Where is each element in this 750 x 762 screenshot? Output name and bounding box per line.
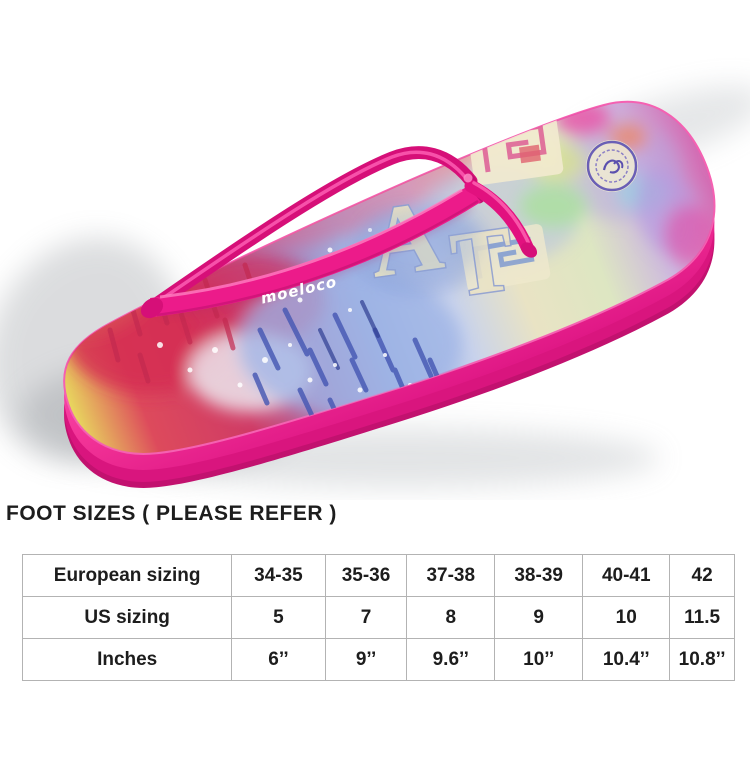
size-cell: 9 xyxy=(494,596,584,639)
print-key-tile xyxy=(466,110,564,186)
size-cell: 40-41 xyxy=(582,554,671,597)
table-row: US sizing 5 7 8 9 10 11.5 xyxy=(21,596,735,639)
size-cell: 42 xyxy=(669,554,735,597)
size-cell: 5 xyxy=(231,596,326,639)
size-table: European sizing 34-35 35-36 37-38 38-39 40-41… xyxy=(21,554,735,681)
size-cell: 10.4’’ xyxy=(582,638,671,681)
size-row-label: US sizing xyxy=(21,596,233,639)
size-cell: 37-38 xyxy=(406,554,496,597)
strap-left-anchor xyxy=(140,297,164,319)
size-cell: 6’’ xyxy=(231,638,326,681)
flip-flop-photo: A T xyxy=(0,73,750,500)
table-row: European sizing 34-35 35-36 37-38 38-39 40-41… xyxy=(21,554,735,597)
strap-anchor-nub xyxy=(520,242,538,258)
size-cell: 8 xyxy=(406,596,496,639)
size-chart-title: FOOT SIZES ( PLEASE REFER ) xyxy=(6,502,337,525)
size-cell: 10 xyxy=(582,596,671,639)
size-table-body: European sizing 34-35 35-36 37-38 38-39 40-41… xyxy=(21,554,735,681)
size-cell: 35-36 xyxy=(324,554,408,597)
strap-right-limb xyxy=(464,179,534,254)
size-cell: 10’’ xyxy=(494,638,584,681)
size-cell: 9.6’’ xyxy=(406,638,496,681)
strap: moeloco xyxy=(140,146,538,319)
size-row-label: European sizing xyxy=(21,554,233,597)
size-cell: 7 xyxy=(324,596,408,639)
size-cell: 34-35 xyxy=(231,554,326,597)
size-row-label: Inches xyxy=(21,638,233,681)
size-cell: 9’’ xyxy=(324,638,408,681)
size-cell: 11.5 xyxy=(669,596,735,639)
stamp-circle xyxy=(586,140,638,192)
size-cell: 38-39 xyxy=(494,554,584,597)
table-row: Inches 6’’ 9’’ 9.6’’ 10’’ 10.4’’ 10.8’’ xyxy=(21,638,735,681)
size-cell: 10.8’’ xyxy=(669,638,735,681)
